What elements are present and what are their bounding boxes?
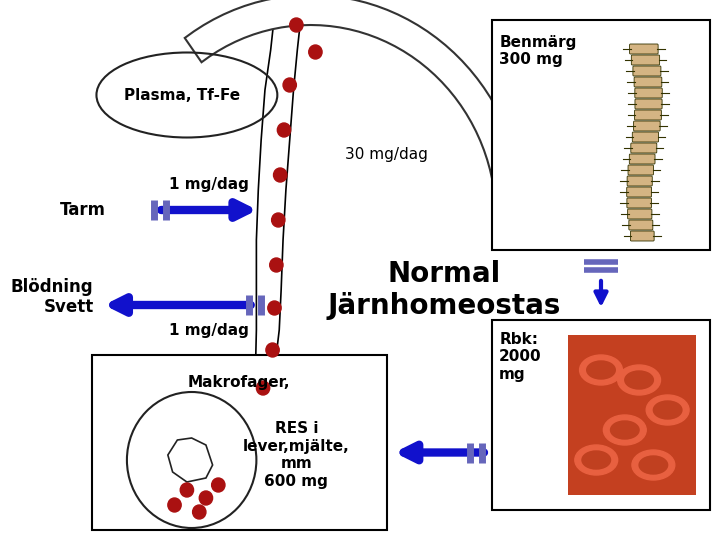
Circle shape [277, 123, 291, 137]
FancyBboxPatch shape [627, 176, 652, 186]
Circle shape [193, 505, 206, 519]
Bar [567, 335, 696, 495]
FancyBboxPatch shape [628, 209, 652, 219]
Ellipse shape [653, 401, 682, 419]
Circle shape [274, 168, 287, 182]
Ellipse shape [625, 371, 653, 389]
FancyBboxPatch shape [634, 121, 660, 131]
Text: Makrofager,: Makrofager, [188, 375, 290, 390]
FancyBboxPatch shape [628, 165, 654, 175]
FancyBboxPatch shape [633, 66, 661, 76]
Bar [492, 320, 711, 510]
Text: Plasma, Tf-Fe: Plasma, Tf-Fe [124, 87, 240, 103]
Circle shape [256, 381, 270, 395]
Circle shape [180, 483, 194, 497]
FancyBboxPatch shape [626, 187, 652, 197]
Text: Normal
Järnhomeostas: Normal Järnhomeostas [327, 260, 561, 320]
Circle shape [168, 498, 181, 512]
Text: Rbk:
2000
mg: Rbk: 2000 mg [499, 332, 541, 382]
Text: 1 mg/dag: 1 mg/dag [169, 323, 248, 338]
FancyBboxPatch shape [634, 110, 662, 120]
Bar [91, 355, 387, 530]
Ellipse shape [580, 355, 622, 385]
Circle shape [283, 78, 297, 92]
Circle shape [212, 478, 225, 492]
Ellipse shape [639, 456, 667, 474]
Ellipse shape [632, 450, 675, 480]
FancyBboxPatch shape [629, 44, 658, 54]
Circle shape [270, 258, 283, 272]
FancyBboxPatch shape [627, 198, 652, 208]
Polygon shape [168, 438, 212, 482]
FancyBboxPatch shape [629, 154, 655, 164]
Ellipse shape [611, 421, 639, 439]
Text: 30 mg/dag: 30 mg/dag [346, 147, 428, 163]
FancyBboxPatch shape [635, 99, 662, 109]
Ellipse shape [603, 415, 647, 445]
Circle shape [266, 343, 279, 357]
Bar [492, 20, 711, 250]
Ellipse shape [647, 395, 689, 425]
FancyBboxPatch shape [632, 132, 659, 142]
Ellipse shape [618, 365, 660, 395]
Circle shape [289, 18, 303, 32]
FancyBboxPatch shape [631, 143, 657, 153]
Polygon shape [246, 15, 301, 420]
Text: Benmärg
300 mg: Benmärg 300 mg [499, 35, 577, 68]
Circle shape [199, 491, 212, 505]
FancyBboxPatch shape [634, 77, 662, 87]
Circle shape [271, 213, 285, 227]
Circle shape [268, 301, 281, 315]
Polygon shape [185, 0, 546, 220]
Ellipse shape [575, 445, 618, 475]
FancyBboxPatch shape [631, 231, 654, 241]
Text: RES i
lever,mjälte,
mm
600 mg: RES i lever,mjälte, mm 600 mg [243, 421, 350, 489]
Text: 1 mg/dag: 1 mg/dag [169, 177, 248, 192]
Text: Tarm: Tarm [60, 201, 106, 219]
FancyBboxPatch shape [629, 220, 653, 230]
Circle shape [309, 45, 322, 59]
FancyBboxPatch shape [631, 55, 660, 65]
Text: Blödning
Svett: Blödning Svett [11, 278, 94, 316]
FancyBboxPatch shape [635, 88, 662, 98]
Ellipse shape [582, 451, 611, 469]
Ellipse shape [587, 361, 616, 379]
